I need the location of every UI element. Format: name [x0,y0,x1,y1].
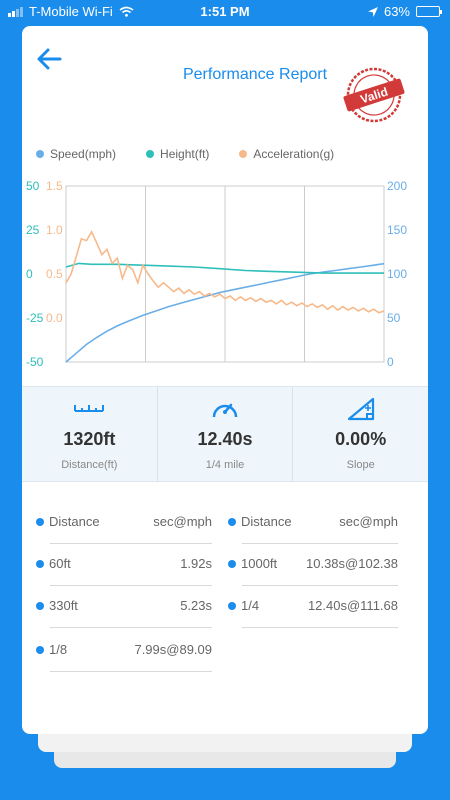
bullet-dot [36,518,44,526]
stat-value: 0.00% [335,429,387,449]
bullet-dot [36,560,44,568]
legend-height-label: Height(ft) [160,147,210,161]
split-time: 12.40s@111.68 [307,598,398,613]
legend-speed: Speed(mph) [36,147,116,161]
legend-acceleration: Acceleration(g) [239,147,334,161]
stat-distance: 1320ft Distance(ft) [22,387,158,481]
bullet-dot [36,602,44,610]
signal-icon [8,6,23,17]
tick-label: 100 [387,267,407,281]
tick-label: 0.0 [46,311,63,325]
legend-acceleration-label: Acceleration(g) [253,147,335,161]
splits-header-right: Distance sec@mph [228,512,398,544]
split-row: 1/8 7.99s@89.09 [36,640,212,672]
legend-speed-dot [36,150,44,158]
header-time: sec@mph [153,514,212,529]
series-line-acceleration [65,230,385,314]
stat-label: Distance(ft) [61,459,118,471]
tick-label: -25 [26,311,44,325]
row-divider [50,543,212,544]
split-distance: 1000ft [241,556,278,571]
location-arrow-icon [367,6,378,17]
stat-label: 1/4 mile [205,459,245,471]
performance-chart: 50 25 0 -25 -50 1.5 1.0 0.5 0.0 200 150 100 50 0 [26,179,407,369]
row-divider [50,671,212,672]
bullet-dot [228,602,236,610]
split-distance: 330ft [49,598,78,613]
legend-speed-label: Speed(mph) [50,147,117,161]
tick-label: 200 [387,179,407,193]
status-time: 1:51 PM [200,4,250,19]
series-line-speed [65,262,385,363]
bullet-dot [228,518,236,526]
splits-header-left: Distance sec@mph [36,512,212,544]
split-distance: 1/8 [49,642,68,657]
gauge-icon [212,403,238,418]
ruler-icon [74,405,105,412]
row-divider [242,585,398,586]
header-distance: Distance [49,514,100,529]
stat-value: 1320ft [63,429,116,449]
stat-slope: 0.00% Slope [293,387,428,481]
slope-icon [347,397,374,421]
page-title: Performance Report [182,66,328,83]
battery-percent: 63% [383,4,410,19]
chart-legend: Speed(mph) Height(ft) Acceleration(g) [36,147,334,161]
tick-label: 0 [26,267,33,281]
tick-label: 0.5 [46,267,63,281]
series-line-height [65,262,384,274]
battery-icon [416,6,442,17]
split-time: 7.99s@89.09 [134,642,212,657]
status-left: T-Mobile Wi-Fi [8,4,134,19]
split-time: 5.23s [180,598,212,613]
tick-label: 50 [26,179,40,193]
tick-label: 0 [387,355,394,369]
legend-acceleration-dot [239,150,248,158]
header-distance: Distance [241,514,292,529]
row-divider [242,543,398,544]
split-row: 1/4 12.40s@111.68 [228,596,398,628]
back-arrow-icon[interactable] [34,44,64,74]
legend-height-dot [146,150,155,158]
tick-label: 50 [387,311,401,325]
status-bar: T-Mobile Wi-Fi 1:51 PM 63% [0,0,450,24]
stats-panel: 1320ft Distance(ft) 12.40s 1/4 mile 0.00… [22,386,428,482]
row-divider [50,627,212,628]
tick-label: 25 [26,223,40,237]
tick-label: 150 [387,223,407,237]
legend-height: Height(ft) [146,147,209,161]
bullet-dot [228,560,236,568]
wifi-icon [119,6,134,17]
split-time: 1.92s [180,556,212,571]
tick-label: 1.0 [46,223,63,237]
report-card: Performance Report Valid Speed(mph) Heig… [22,26,428,734]
carrier-label: T-Mobile Wi-Fi [29,4,113,19]
stat-time: 12.40s 1/4 mile [158,387,294,481]
stat-label: Slope [346,459,375,471]
stat-value: 12.40s [197,429,253,449]
status-right: 63% [367,4,442,19]
valid-stamp: Valid [343,67,405,123]
split-distance: 1/4 [241,598,260,613]
split-row: 1000ft 10.38s@102.38 [228,554,398,586]
header-time: sec@mph [339,514,398,529]
tick-label: 1.5 [46,179,63,193]
split-time: 10.38s@102.38 [306,556,398,571]
split-row: 330ft 5.23s [36,596,212,628]
tick-label: -50 [26,355,44,369]
bullet-dot [36,646,44,654]
row-divider [50,585,212,586]
split-distance: 60ft [49,556,71,571]
row-divider [242,627,398,628]
split-row: 60ft 1.92s [36,554,212,586]
